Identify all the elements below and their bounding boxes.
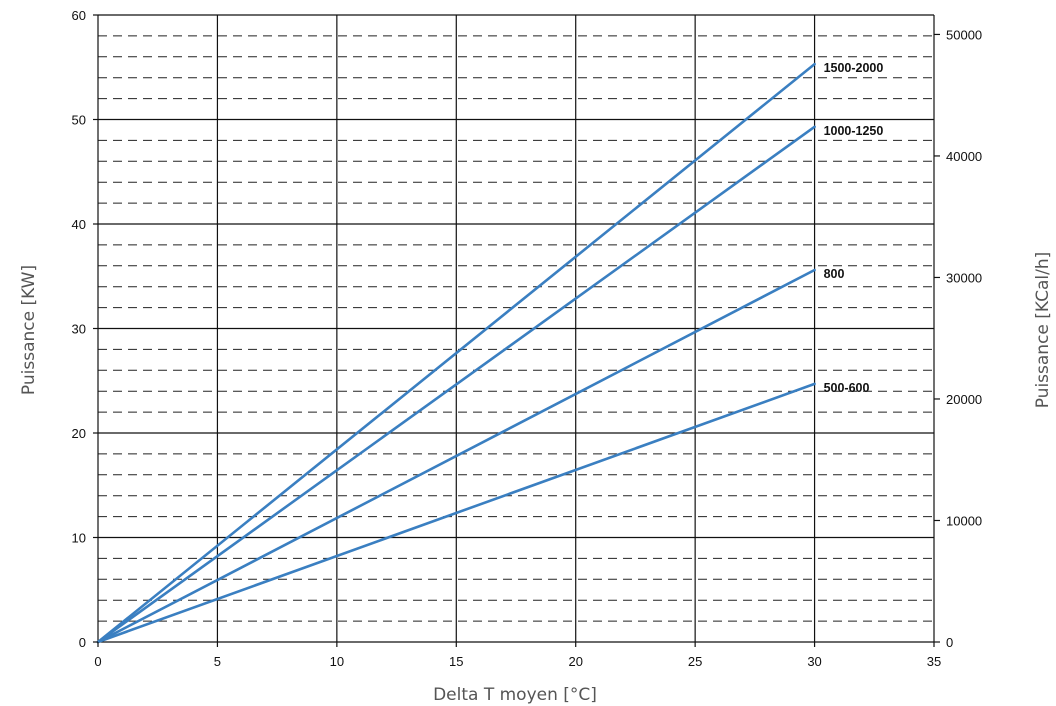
- y2-axis-title: Puissance [KCal/h]: [1033, 252, 1053, 409]
- x-tick-label: 30: [807, 654, 821, 669]
- series-lines: [96, 62, 816, 644]
- y-tick-label: 30: [72, 322, 86, 337]
- y-tick-label: 0: [79, 635, 86, 650]
- x-tick-label: 10: [330, 654, 344, 669]
- tick-labels: 0 10 20 30 40 50 60 0 5 10 15 20 25 30 35 0 10000 20000 30…: [72, 8, 983, 669]
- x-tick-label: 35: [927, 654, 941, 669]
- x-tick-label: 5: [214, 654, 221, 669]
- major-grid: [97, 14, 935, 643]
- y-tick-label: 50: [72, 113, 86, 128]
- x-tick-label: 25: [688, 654, 702, 669]
- tick-marks: [93, 14, 940, 647]
- x-tick-label: 0: [94, 654, 101, 669]
- series-labels: 1500-2000 1000-1250 800 500-600: [824, 61, 884, 395]
- series-line: [96, 268, 816, 644]
- series-label: 800: [824, 267, 845, 281]
- y2-tick-label: 10000: [946, 513, 982, 528]
- x-axis-title: Delta T moyen [°C]: [433, 685, 597, 705]
- series-line: [96, 125, 816, 644]
- series-label: 1500-2000: [824, 61, 884, 75]
- series-line: [96, 382, 816, 644]
- series-line: [96, 62, 816, 644]
- y-tick-label: 60: [72, 8, 86, 23]
- series-label: 1000-1250: [824, 124, 884, 138]
- y-axis-title: Puissance [KW]: [19, 265, 39, 395]
- y-tick-label: 40: [72, 217, 86, 232]
- y2-tick-label: 50000: [946, 27, 982, 42]
- y2-tick-label: 0: [946, 635, 953, 650]
- y2-tick-label: 30000: [946, 270, 982, 285]
- y-tick-label: 20: [72, 426, 86, 441]
- y-tick-label: 10: [72, 531, 86, 546]
- series-label: 500-600: [824, 381, 870, 395]
- y2-tick-label: 40000: [946, 149, 982, 164]
- y2-tick-label: 20000: [946, 392, 982, 407]
- x-tick-label: 15: [449, 654, 463, 669]
- x-tick-label: 20: [568, 654, 582, 669]
- minor-grid: [98, 35, 934, 622]
